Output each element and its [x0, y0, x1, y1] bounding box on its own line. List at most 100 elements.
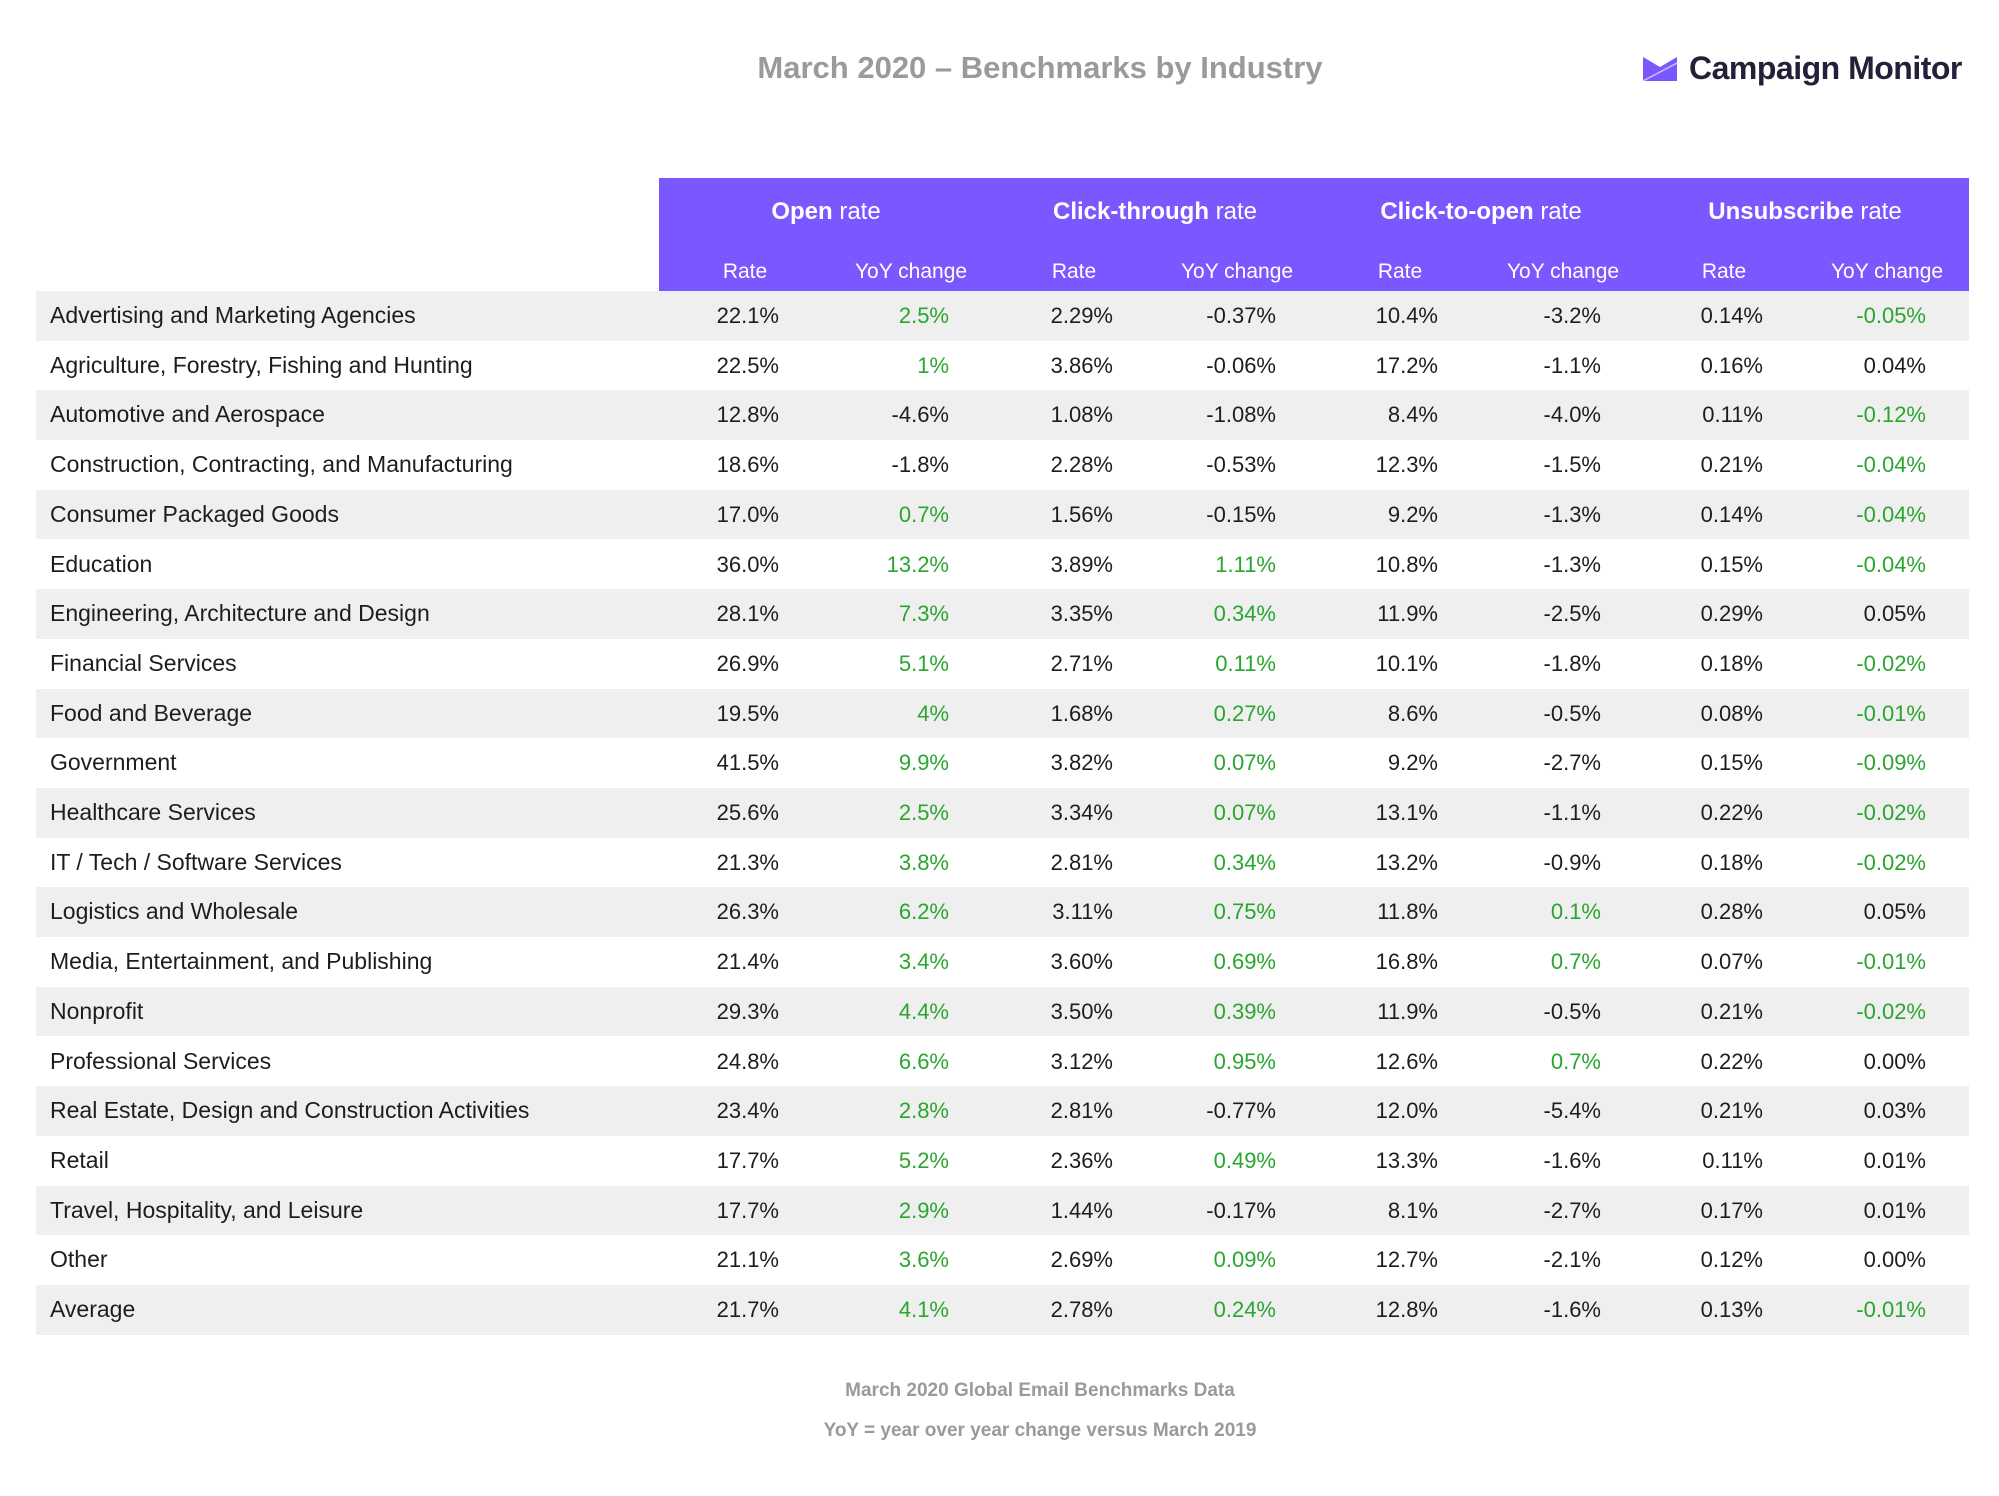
group-header: Click-through rate: [1053, 198, 1257, 226]
yoy-change-cell: -2.7%: [1543, 750, 1601, 776]
yoy-change-cell: 0.05%: [1863, 601, 1926, 627]
footer-note: YoY = year over year change versus March…: [823, 1420, 1257, 1441]
column-header: Rate: [1051, 260, 1097, 283]
yoy-change-cell: 0.7%: [1550, 1048, 1601, 1074]
yoy-change-cell: 2.5%: [898, 303, 949, 328]
group-header-suffix: rate: [832, 198, 881, 225]
rate-cell: 0.13%: [1700, 1297, 1763, 1322]
column-header: Rate: [1377, 260, 1423, 283]
rate-cell: 0.11%: [1702, 1147, 1763, 1173]
table-row: Professional Services 24.8% 6.6% 3.12% 0.95%…: [36, 1037, 1969, 1087]
yoy-change-cell: 2.9%: [898, 1197, 949, 1223]
table-header: [659, 178, 1969, 291]
yoy-change-cell: 0.34%: [1213, 601, 1276, 627]
rate-cell: 13.3%: [1375, 1147, 1438, 1173]
rate-cell: 17.7%: [716, 1197, 779, 1223]
rate-cell: 3.82%: [1050, 750, 1113, 776]
industry-label: Automotive and Aerospace: [50, 401, 325, 428]
rate-cell: 10.8%: [1375, 551, 1438, 577]
table-row: Retail 17.7% 5.2% 2.36% 0.49% 13.3% -1.6% 0.11%…: [36, 1136, 1969, 1186]
group-header-suffix: rate: [1208, 198, 1258, 225]
rate-cell: 9.2%: [1387, 501, 1438, 527]
rate-cell: 2.78%: [1050, 1297, 1113, 1322]
rate-cell: 0.12%: [1700, 1247, 1763, 1273]
rate-cell: 12.0%: [1375, 1098, 1438, 1124]
rate-cell: 0.17%: [1700, 1197, 1763, 1223]
rate-cell: 22.1%: [716, 303, 779, 328]
rate-cell: 10.1%: [1375, 650, 1438, 676]
rate-cell: 1.08%: [1050, 402, 1113, 428]
group-header-bold: Click-through: [1052, 198, 1209, 225]
rate-cell: 13.2%: [1375, 849, 1438, 875]
yoy-change-cell: 13.2%: [886, 551, 949, 577]
industry-label: Average: [50, 1296, 136, 1322]
yoy-change-cell: -0.5%: [1543, 998, 1601, 1024]
industry-label: IT / Tech / Software Services: [50, 848, 342, 875]
yoy-change-cell: 2.5%: [898, 800, 949, 825]
yoy-change-cell: 0.07%: [1213, 750, 1276, 776]
rate-cell: 12.7%: [1375, 1247, 1438, 1273]
yoy-change-cell: 3.6%: [898, 1247, 949, 1273]
rate-cell: 17.7%: [716, 1147, 779, 1173]
yoy-change-cell: 0.01%: [1863, 1197, 1926, 1223]
rate-cell: 0.18%: [1700, 650, 1763, 676]
rate-cell: 11.9%: [1377, 601, 1438, 627]
rate-cell: 12.8%: [716, 402, 779, 428]
table-row: Real Estate, Design and Construction Act…: [36, 1086, 1969, 1136]
industry-label: Travel, Hospitality, and Leisure: [50, 1196, 364, 1223]
table-row: Average 21.7% 4.1% 2.78% 0.24% 12.8% -1.6% 0.13…: [36, 1285, 1969, 1335]
yoy-change-cell: -3.2%: [1543, 303, 1601, 328]
yoy-change-cell: 3.8%: [898, 849, 949, 875]
rate-cell: 19.5%: [716, 700, 779, 726]
yoy-change-cell: -1.1%: [1543, 800, 1601, 825]
rate-cell: 0.22%: [1700, 1048, 1763, 1074]
rate-cell: 3.34%: [1050, 800, 1113, 825]
group-header-bold: Unsubscribe: [1708, 198, 1854, 225]
industry-label: Engineering, Architecture and Design: [50, 600, 430, 627]
yoy-change-cell: 0.24%: [1213, 1297, 1276, 1322]
rate-cell: 3.89%: [1050, 551, 1113, 577]
industry-label: Financial Services: [50, 649, 237, 676]
rate-cell: 12.6%: [1375, 1048, 1438, 1074]
yoy-change-cell: 0.09%: [1213, 1247, 1276, 1273]
rate-cell: 25.6%: [716, 800, 779, 825]
yoy-change-cell: -1.6%: [1543, 1147, 1601, 1173]
industry-label: Media, Entertainment, and Publishing: [50, 948, 433, 975]
envelope-logo-icon: [1643, 56, 1677, 81]
yoy-change-cell: 0.95%: [1213, 1048, 1276, 1074]
yoy-change-cell: -0.9%: [1543, 849, 1601, 875]
industry-label: Real Estate, Design and Construction Act…: [50, 1097, 530, 1124]
rate-cell: 0.21%: [1700, 998, 1763, 1024]
rate-cell: 8.6%: [1387, 700, 1438, 726]
table-row: Engineering, Architecture and Design 28.1…: [36, 589, 1969, 639]
rate-cell: 0.28%: [1700, 899, 1763, 925]
yoy-change-cell: 0.75%: [1213, 899, 1276, 925]
rate-cell: 1.56%: [1050, 501, 1113, 527]
rate-cell: 21.7%: [716, 1297, 779, 1322]
yoy-change-cell: 0.04%: [1863, 352, 1926, 378]
yoy-change-cell: -0.06%: [1206, 352, 1276, 378]
yoy-change-cell: 4%: [917, 700, 949, 726]
yoy-change-cell: -0.01%: [1856, 949, 1926, 975]
yoy-change-cell: 4.4%: [898, 998, 949, 1024]
rate-cell: 0.21%: [1700, 1098, 1763, 1124]
yoy-change-cell: -5.4%: [1543, 1098, 1601, 1124]
rate-cell: 2.36%: [1050, 1147, 1113, 1173]
yoy-change-cell: -4.0%: [1543, 402, 1601, 428]
rate-cell: 10.4%: [1375, 303, 1438, 328]
industry-label: Other: [50, 1246, 108, 1273]
yoy-change-cell: -0.05%: [1856, 303, 1926, 328]
yoy-change-cell: -1.6%: [1543, 1297, 1601, 1322]
rate-cell: 3.35%: [1050, 601, 1113, 627]
rate-cell: 0.14%: [1700, 501, 1763, 527]
yoy-change-cell: 3.4%: [898, 949, 949, 975]
yoy-change-cell: -2.7%: [1543, 1197, 1601, 1223]
industry-label: Government: [50, 749, 177, 776]
yoy-change-cell: 0.00%: [1863, 1048, 1926, 1074]
rate-cell: 3.11%: [1052, 899, 1113, 925]
rate-cell: 3.60%: [1050, 949, 1113, 975]
industry-label: Logistics and Wholesale: [50, 898, 299, 925]
yoy-change-cell: -0.02%: [1856, 800, 1926, 825]
rate-cell: 0.15%: [1700, 750, 1763, 776]
rate-cell: 13.1%: [1375, 800, 1438, 825]
